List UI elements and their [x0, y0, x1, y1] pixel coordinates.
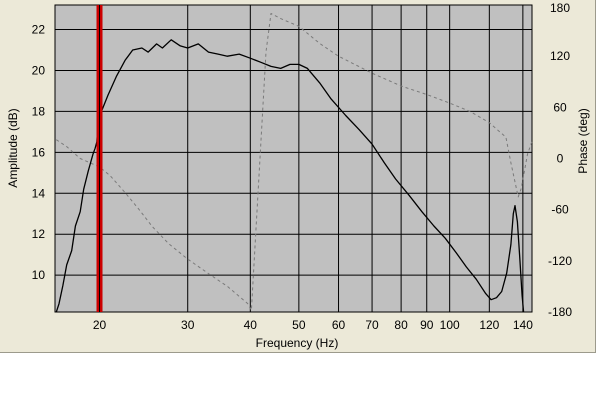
left-tick-label: 18 [32, 104, 46, 118]
right-tick-label: 120 [550, 49, 570, 63]
right-tick-label: 180 [550, 1, 570, 15]
x-tick-label: 50 [292, 318, 306, 332]
left-tick-label: 10 [32, 268, 46, 282]
grid-lines [55, 5, 532, 312]
plot-area [54, 4, 533, 313]
x-tick-label: 140 [513, 318, 533, 332]
marker-layer [96, 5, 103, 312]
right-axis-label: Phase (deg) [576, 108, 590, 173]
left-tick-label: 20 [32, 63, 46, 77]
x-tick-label: 90 [420, 318, 434, 332]
right-tick-label: 60 [553, 100, 567, 114]
left-tick-label: 22 [32, 23, 46, 37]
x-tick-label: 70 [365, 318, 379, 332]
left-axis-ticks: 10 12 14 16 18 20 22 [32, 23, 46, 283]
x-tick-label: 40 [244, 318, 258, 332]
left-tick-label: 16 [32, 145, 46, 159]
x-tick-label: 120 [479, 318, 499, 332]
right-axis-ticks: -180 -120 -60 0 60 120 180 [548, 1, 572, 319]
left-axis-label: Amplitude (dB) [6, 108, 20, 187]
right-tick-label: -180 [548, 305, 572, 319]
left-tick-label: 14 [32, 186, 46, 200]
amplitude-layer [55, 39, 525, 313]
left-tick-label: 12 [32, 227, 46, 241]
x-tick-label: 20 [93, 318, 107, 332]
right-tick-label: -60 [551, 203, 569, 217]
right-tick-label: -120 [548, 254, 572, 268]
x-tick-label: 100 [440, 318, 460, 332]
x-tick-label: 30 [181, 318, 195, 332]
x-tick-label: 80 [394, 318, 408, 332]
right-tick-label: 0 [557, 152, 564, 166]
amplitude-series-line [55, 39, 525, 313]
phase-series-line [56, 13, 533, 311]
phase-layer [56, 13, 533, 311]
x-axis-ticks: 20 30 40 50 60 70 80 90 100 120 140 [93, 318, 533, 332]
x-tick-label: 60 [332, 318, 346, 332]
x-axis-label: Frequency (Hz) [256, 336, 339, 350]
